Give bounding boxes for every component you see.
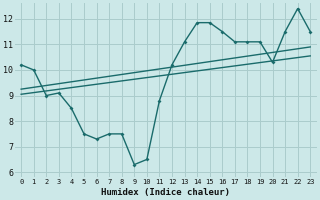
- X-axis label: Humidex (Indice chaleur): Humidex (Indice chaleur): [101, 188, 230, 197]
